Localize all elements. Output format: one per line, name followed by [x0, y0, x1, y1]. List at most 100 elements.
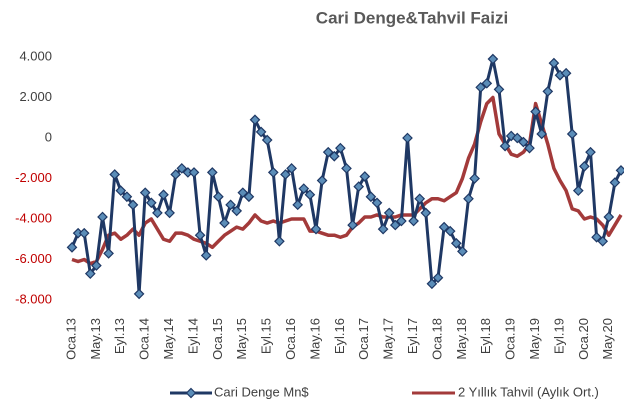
x-tick-label: May.17	[381, 318, 396, 360]
x-tick-label: Eyl.15	[259, 318, 274, 354]
marker	[286, 163, 297, 174]
marker	[524, 142, 535, 154]
marker	[109, 169, 121, 180]
marker	[97, 211, 108, 223]
x-tick-label: Eyl.18	[478, 318, 493, 354]
marker	[408, 215, 419, 227]
marker	[487, 53, 499, 65]
marker	[548, 57, 560, 69]
marker	[463, 193, 474, 205]
y-tick-label: -8.000	[15, 291, 52, 306]
marker	[579, 161, 590, 172]
marker	[200, 250, 212, 261]
marker	[231, 205, 243, 217]
marker	[371, 197, 383, 209]
marker	[499, 140, 511, 152]
marker	[511, 132, 523, 144]
marker	[615, 165, 624, 176]
legend-marker	[185, 387, 197, 399]
marker	[127, 199, 139, 211]
x-tick-label: Oca.16	[283, 318, 298, 360]
chart-title: Cari Denge&Tahvil Faizi	[316, 8, 508, 27]
marker	[347, 219, 358, 231]
marker	[396, 215, 407, 227]
marker	[359, 171, 371, 182]
marker	[365, 191, 377, 203]
marker	[249, 114, 261, 126]
marker	[322, 146, 334, 158]
marker	[139, 187, 151, 199]
x-tick-label: May.19	[527, 318, 542, 360]
marker	[377, 223, 389, 235]
marker	[158, 189, 169, 201]
x-tick-label: Eyl.14	[185, 318, 200, 354]
marker	[78, 227, 90, 239]
marker	[176, 163, 188, 174]
marker	[188, 167, 200, 178]
marker	[493, 84, 505, 95]
x-tick-label: Oca.14	[137, 318, 152, 360]
marker	[66, 242, 78, 253]
marker	[310, 223, 322, 235]
x-tick-label: May.20	[600, 318, 615, 360]
marker	[206, 167, 218, 178]
y-tick-label: 4.000	[19, 48, 52, 63]
marker	[469, 173, 480, 184]
marker	[475, 82, 487, 93]
marker	[383, 207, 395, 219]
marker	[542, 86, 554, 97]
marker	[91, 260, 102, 271]
marker	[353, 181, 365, 192]
marker	[316, 175, 328, 186]
marker	[450, 237, 462, 249]
marker	[145, 197, 157, 209]
x-tick-label: Oca.15	[210, 318, 225, 360]
x-tick-label: Oca.17	[356, 318, 371, 360]
marker	[213, 191, 224, 203]
x-tick-label: May.13	[88, 318, 103, 360]
marker	[261, 134, 273, 146]
marker	[585, 146, 596, 158]
marker	[292, 199, 304, 211]
x-tick-label: Eyl.17	[405, 318, 420, 354]
y-tick-label: 0	[45, 129, 52, 144]
y-tick-label: -2.000	[15, 170, 52, 185]
marker	[84, 268, 96, 280]
y-tick-label: -4.000	[15, 210, 52, 225]
marker	[152, 207, 163, 219]
marker	[420, 207, 432, 219]
y-tick-label: -6.000	[15, 251, 52, 266]
marker	[597, 235, 609, 247]
marker	[103, 248, 114, 259]
x-tick-label: Eyl.16	[332, 318, 347, 354]
marker	[609, 177, 621, 188]
marker	[536, 128, 548, 140]
marker	[237, 187, 249, 199]
marker	[560, 67, 572, 79]
x-tick-label: Oca.13	[63, 318, 78, 360]
marker	[572, 185, 584, 196]
marker	[444, 225, 456, 237]
x-tick-label: Oca.20	[576, 318, 591, 360]
marker	[133, 288, 145, 300]
marker	[274, 235, 285, 247]
current-account-line	[70, 57, 623, 296]
marker	[457, 246, 468, 257]
marker	[335, 142, 346, 154]
marker	[603, 211, 615, 223]
x-tick-label: Oca.18	[429, 318, 444, 360]
marker	[566, 128, 578, 140]
marker	[414, 193, 426, 205]
x-tick-label: May.18	[454, 318, 469, 360]
marker	[267, 167, 279, 178]
marker	[481, 77, 493, 89]
marker	[219, 217, 230, 229]
x-tick-label: May.16	[307, 318, 322, 360]
x-tick-label: Eyl.19	[551, 318, 566, 354]
marker	[304, 189, 316, 201]
x-tick-label: Eyl.13	[112, 318, 127, 354]
marker	[530, 106, 541, 118]
x-tick-label: May.15	[234, 318, 249, 360]
marker	[170, 169, 182, 180]
